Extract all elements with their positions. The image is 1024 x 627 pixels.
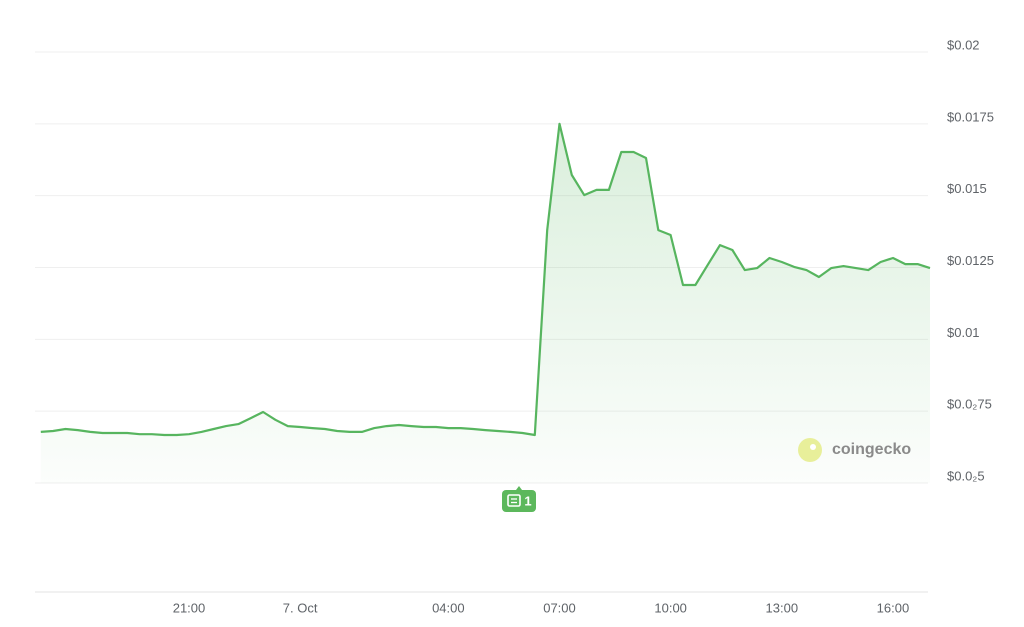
news-badge[interactable]: 1 [502,486,536,512]
badge-pointer [516,486,522,490]
x-tick-label: 04:00 [432,600,465,615]
logo-circle [798,438,822,462]
price-line [40,122,931,437]
y-tick-label: $0.01 [947,325,980,340]
watermark-text: coingecko [832,441,911,458]
x-tick-label: 07:00 [543,600,576,615]
y-tick-label: $0.0175 [947,109,994,124]
y-tick-label: $0.0125 [947,253,994,268]
y-tick-label: $0.02 [947,37,980,52]
news-icon [507,494,521,507]
y-tick-label: $0.0₂5 [947,468,985,483]
x-tick-label: 16:00 [877,600,910,615]
x-tick-label: 13:00 [766,600,799,615]
price-area [40,123,931,484]
y-tick-label: $0.0₂75 [947,397,992,412]
logo-eye [810,444,816,450]
x-tick-label: 10:00 [654,600,687,615]
news-count: 1 [524,493,531,508]
x-tick-label: 21:00 [173,600,206,615]
y-tick-label: $0.015 [947,181,987,196]
watermark: coingecko [798,438,911,462]
x-tick-label: 7. Oct [283,600,318,615]
